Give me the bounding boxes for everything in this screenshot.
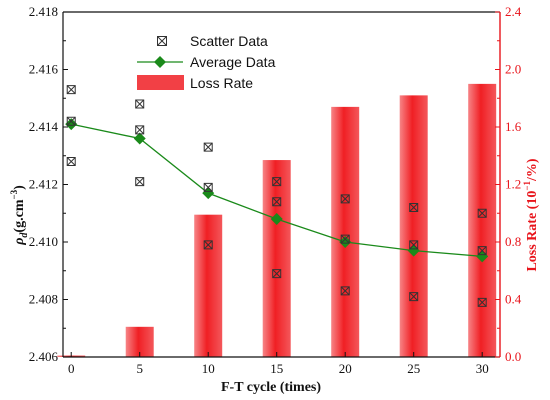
x-tick-label: 15 [270, 361, 283, 376]
legend-diamond-average [154, 56, 166, 68]
average-data-point [339, 236, 352, 248]
scatter-data-point [477, 246, 487, 256]
x-tick-label: 30 [476, 361, 489, 376]
loss-rate-bar [331, 106, 360, 357]
scatter-data-point [135, 99, 145, 109]
x-tick-label: 20 [339, 361, 352, 376]
tick-label-layer: 0 5 10 15 20 25 30 2.406 2.408 2.410 2.412 2.414 2.4… [29, 4, 522, 376]
y-tick-label: 2.418 [29, 4, 58, 19]
scatter-data-point [272, 197, 282, 207]
scatter-data-point [66, 116, 76, 126]
average-data-point [65, 118, 78, 131]
y2-axis-title-prefix: Loss Rate (10 [525, 191, 540, 272]
y-tick-label: 2.416 [29, 62, 59, 77]
y-tick-label: 2.412 [29, 177, 58, 192]
y-axis-title-close: ) [12, 185, 27, 190]
x-tick-label: 10 [202, 361, 215, 376]
loss-rate-bar [125, 326, 154, 357]
y-tick-label: 2.406 [29, 349, 59, 364]
legend-scatter-marker [157, 36, 167, 46]
scatter-data-point [409, 203, 419, 212]
y2-axis-title-superscript: −1 [522, 181, 532, 191]
x-tick-label: 25 [407, 361, 420, 376]
axes-layer [62, 11, 501, 358]
average-data-point [270, 213, 283, 225]
scatter-data-point [203, 240, 213, 250]
y-tick-label: 2.414 [29, 119, 59, 134]
x-tick-label: 5 [136, 361, 143, 376]
scatter-data-point [409, 292, 419, 302]
scatter-data-point [477, 208, 487, 218]
y2-tick-label: 2.4 [505, 4, 522, 19]
x-tick-label: 0 [68, 361, 75, 376]
scatter-data-point [340, 194, 350, 204]
y-tick-label: 2.408 [29, 292, 58, 307]
y-axis-title: ρd(g.cm−3) [9, 185, 30, 246]
scatter-data-point [203, 142, 213, 152]
legend: Scatter Data Average Data Loss Rate [137, 33, 276, 91]
y-tick-label: 2.410 [29, 234, 58, 249]
y2-tick-label: 1.2 [505, 177, 521, 192]
scatter-data-point [272, 269, 282, 279]
y-axis-title-symbol: ρ [12, 238, 27, 246]
scatter-data-point [66, 157, 76, 166]
scatter-data-point [203, 182, 213, 192]
scatter-data-point [135, 125, 145, 135]
y-axis-title-unit: (g.cm [12, 199, 27, 232]
loss-rate-bar [194, 214, 223, 357]
scatter-data-point [340, 234, 350, 244]
average-data-point [133, 132, 146, 145]
scatter-data-point [409, 240, 419, 250]
y-axis-title-subscript: d [19, 232, 30, 238]
y2-tick-label: 2.0 [505, 62, 521, 77]
loss-rate-bar [399, 95, 428, 357]
scatter-data-point [135, 177, 145, 187]
loss-rate-bar [262, 160, 291, 357]
y2-axis-title: Loss Rate (10−1/%) [522, 158, 540, 271]
y-axis-title-superscript: −3 [9, 189, 19, 199]
loss-rate-bar [468, 83, 497, 357]
scatter-data-point [66, 85, 76, 95]
scatter-data-point [272, 177, 282, 187]
x-axis-title: F-T cycle (times) [221, 380, 321, 395]
legend-label-scatter: Scatter Data [190, 33, 268, 49]
y2-tick-label: 1.6 [505, 119, 522, 134]
scatter-data-point [340, 286, 350, 296]
bars-layer [57, 83, 497, 357]
y2-tick-label: 0.8 [505, 234, 521, 249]
y2-axis-title-suffix: /%) [525, 158, 540, 182]
y2-tick-label: 0.0 [505, 349, 521, 364]
y2-tick-label: 0.4 [505, 292, 522, 307]
scatter-data-point [477, 297, 487, 307]
legend-swatch-loss-rate [137, 75, 184, 90]
legend-label-loss-rate: Loss Rate [190, 75, 253, 91]
scatter-layer [66, 85, 487, 307]
legend-label-average: Average Data [190, 54, 276, 70]
